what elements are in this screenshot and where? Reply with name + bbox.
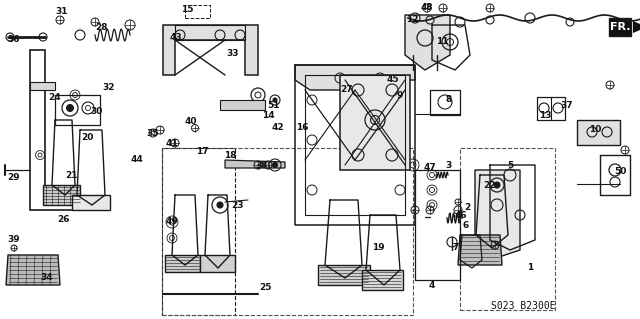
Polygon shape xyxy=(200,255,235,272)
Polygon shape xyxy=(609,18,631,36)
Bar xyxy=(185,5,210,18)
Polygon shape xyxy=(362,270,403,290)
Text: 26: 26 xyxy=(57,216,69,225)
Text: 39: 39 xyxy=(8,235,20,244)
Text: 8: 8 xyxy=(446,95,452,105)
Text: 6: 6 xyxy=(463,220,469,229)
Text: 44: 44 xyxy=(131,155,143,165)
Text: 45: 45 xyxy=(387,76,399,85)
Text: 16: 16 xyxy=(296,123,308,132)
Text: 27: 27 xyxy=(340,85,353,94)
Text: 4: 4 xyxy=(429,280,435,290)
Polygon shape xyxy=(163,25,258,75)
Text: 23: 23 xyxy=(231,201,243,210)
Bar xyxy=(162,148,413,315)
Text: 29: 29 xyxy=(8,173,20,182)
Text: 18: 18 xyxy=(224,151,236,160)
Text: 2: 2 xyxy=(464,204,470,212)
Text: 43: 43 xyxy=(170,33,182,42)
Text: 1: 1 xyxy=(527,263,533,272)
Polygon shape xyxy=(30,82,55,90)
Polygon shape xyxy=(475,170,520,260)
Text: 46: 46 xyxy=(454,211,467,219)
Text: 14: 14 xyxy=(262,110,275,120)
Text: 7: 7 xyxy=(453,243,459,253)
Text: 9: 9 xyxy=(397,91,403,100)
Text: 22: 22 xyxy=(484,181,496,189)
Text: S023 B2300E: S023 B2300E xyxy=(491,301,556,311)
Text: 24: 24 xyxy=(49,93,61,101)
Circle shape xyxy=(67,105,74,112)
Text: 48: 48 xyxy=(420,4,433,12)
Polygon shape xyxy=(225,160,285,168)
Polygon shape xyxy=(405,15,450,70)
Polygon shape xyxy=(6,255,60,285)
Polygon shape xyxy=(318,265,370,285)
Text: 11: 11 xyxy=(436,38,448,47)
Bar xyxy=(162,148,235,315)
Text: 40: 40 xyxy=(185,117,197,127)
Text: 51: 51 xyxy=(267,100,279,109)
Polygon shape xyxy=(220,100,265,110)
Text: 12: 12 xyxy=(406,16,419,25)
Text: 3: 3 xyxy=(446,160,452,169)
Bar xyxy=(460,148,555,310)
Text: 5: 5 xyxy=(507,160,513,169)
Text: 15: 15 xyxy=(180,5,193,14)
Polygon shape xyxy=(72,195,110,210)
Text: 30: 30 xyxy=(91,108,103,116)
Text: 31: 31 xyxy=(56,8,68,17)
Text: 32: 32 xyxy=(103,83,115,92)
Polygon shape xyxy=(577,120,620,145)
Text: 28: 28 xyxy=(95,24,108,33)
Text: 33: 33 xyxy=(227,49,239,58)
Polygon shape xyxy=(295,65,415,90)
Polygon shape xyxy=(43,185,80,205)
Text: 41: 41 xyxy=(166,138,179,147)
Text: 21: 21 xyxy=(66,170,78,180)
Text: 37: 37 xyxy=(561,100,573,109)
Text: 49: 49 xyxy=(166,218,179,226)
Text: 35: 35 xyxy=(147,129,159,137)
Polygon shape xyxy=(340,75,410,170)
Text: 10: 10 xyxy=(589,125,601,135)
Polygon shape xyxy=(165,255,200,272)
Text: 47: 47 xyxy=(424,164,436,173)
Circle shape xyxy=(494,182,500,188)
Text: 20: 20 xyxy=(81,132,93,142)
Text: 36: 36 xyxy=(8,35,20,44)
Circle shape xyxy=(273,162,278,167)
Text: 38: 38 xyxy=(256,160,268,169)
Text: 19: 19 xyxy=(372,243,384,253)
Text: 25: 25 xyxy=(259,283,271,292)
Polygon shape xyxy=(633,21,640,33)
Text: 17: 17 xyxy=(196,147,208,157)
Text: 34: 34 xyxy=(41,273,53,283)
Text: FR.: FR. xyxy=(610,22,630,32)
Text: 50: 50 xyxy=(614,167,626,176)
Circle shape xyxy=(273,98,277,102)
Polygon shape xyxy=(458,235,502,265)
Circle shape xyxy=(217,202,223,208)
Text: 42: 42 xyxy=(272,123,284,132)
Text: 13: 13 xyxy=(539,110,551,120)
